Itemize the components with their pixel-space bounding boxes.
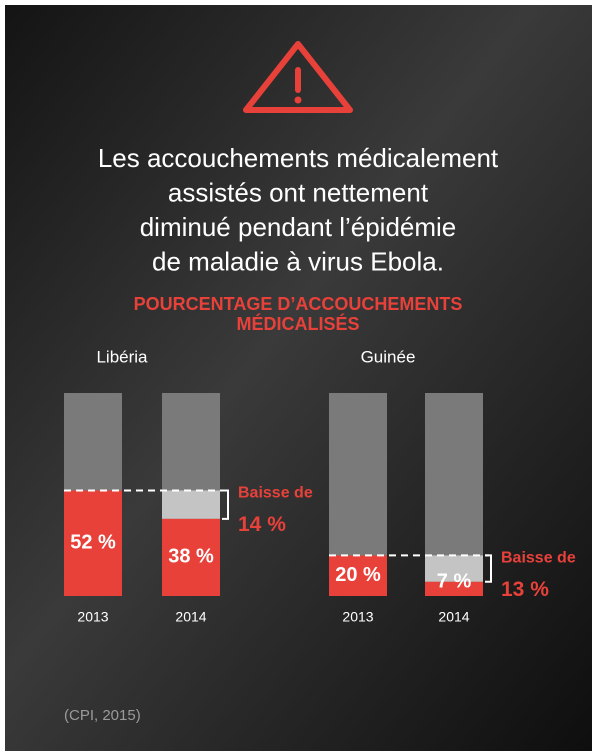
- value-label: 7 %: [437, 570, 472, 592]
- drop-segment: [425, 555, 483, 582]
- value-label: 52 %: [70, 532, 116, 554]
- subtitle-line: MÉDICALISÉS: [236, 313, 359, 334]
- warning-icon: [243, 41, 353, 113]
- drop-text: Baisse de: [238, 485, 313, 502]
- headline-line: diminué pendant l’épidémie: [140, 212, 457, 242]
- drop-bracket: [485, 554, 492, 583]
- x-tick-label: 2013: [77, 609, 108, 625]
- subtitle-line: POURCENTAGE D’ACCOUCHEMENTS: [134, 294, 463, 314]
- drop-segment: [162, 490, 220, 519]
- x-tick-label: 2014: [438, 609, 469, 625]
- drop-value: 13 %: [501, 578, 549, 601]
- x-tick-label: 2013: [342, 609, 373, 625]
- drop-bracket: [222, 489, 229, 520]
- headline-line: assistés ont nettement: [168, 177, 429, 207]
- bar: [425, 581, 483, 596]
- bar: [162, 518, 220, 596]
- drop-value: 14 %: [238, 513, 286, 536]
- chart-title: Libéria: [96, 347, 148, 366]
- drop-text: Baisse de: [501, 550, 576, 567]
- bar: [64, 490, 122, 596]
- value-label: 20 %: [335, 564, 381, 586]
- value-label: 38 %: [168, 546, 214, 568]
- x-tick-label: 2014: [175, 609, 206, 625]
- background: [5, 5, 592, 751]
- source: (CPI, 2015): [64, 707, 141, 724]
- headline-line: de maladie à virus Ebola.: [152, 246, 444, 276]
- headline-line: Les accouchements médicalement: [98, 143, 499, 173]
- headline: Les accouchements médicalement assistés o…: [98, 143, 499, 277]
- chart-title: Guinée: [361, 347, 416, 366]
- bar: [329, 555, 387, 596]
